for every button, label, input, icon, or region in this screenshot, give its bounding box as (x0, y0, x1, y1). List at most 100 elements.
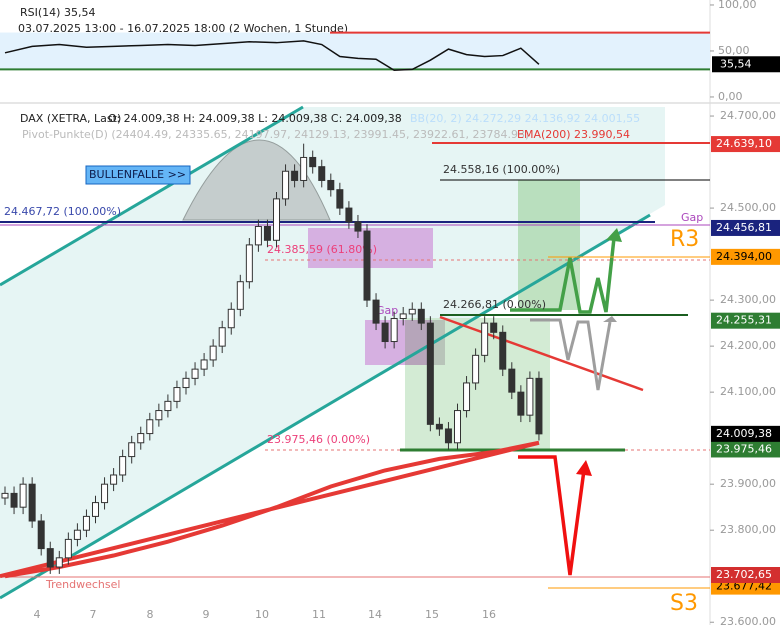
ema-line (0, 440, 540, 579)
y-tick-label: 23.800,00 (720, 523, 776, 536)
fib-label: 24.558,16 (100.00%) (443, 163, 560, 176)
channel-lower (0, 213, 651, 600)
candle-body (173, 387, 181, 402)
candle-body (92, 502, 99, 517)
candle-body (463, 382, 471, 412)
x-tick-label: 7 (90, 608, 97, 621)
candle-body (19, 483, 27, 508)
candle-body (10, 492, 18, 508)
candle-body (254, 225, 262, 246)
y-tick-label: 24.500,00 (720, 201, 776, 214)
candle-body (336, 189, 344, 209)
overlap-zone (405, 320, 445, 365)
candle-body (444, 428, 452, 444)
candle-body (535, 377, 543, 435)
x-tick-label: 9 (203, 608, 210, 621)
target-zone (518, 180, 580, 310)
candle-body (155, 410, 163, 421)
candle-body (164, 400, 172, 412)
arrow-head (576, 460, 592, 476)
candle-body (64, 538, 72, 559)
candle-body (481, 322, 489, 356)
bullenfalle-box (85, 165, 191, 185)
candle-body (110, 474, 118, 485)
drawings (0, 105, 710, 600)
top-arc (182, 139, 331, 221)
y-tick-label: 24.100,00 (720, 385, 776, 398)
price-badge-label: 23.702,65 (716, 568, 772, 581)
candle-body (508, 368, 516, 393)
channel-fill (0, 107, 665, 598)
candle-body (46, 548, 54, 568)
rsi-badge (712, 56, 780, 73)
candle-body (182, 377, 190, 389)
rsi-tick-label: 50,00 (718, 44, 750, 57)
rsi-tick-label: 0,00 (718, 90, 743, 103)
price-badge-label: 23.975,46 (716, 442, 772, 455)
rsi-tick-label: 100,00 (718, 0, 757, 11)
y-tick-label: 23.600,00 (720, 615, 776, 625)
price-badge-label: 24.456,81 (716, 221, 772, 234)
arrow-head (603, 316, 617, 322)
scenario-arrow (510, 237, 616, 314)
rsi-value: 35,54 (64, 6, 96, 19)
candle-body (128, 442, 136, 458)
candle-body (309, 156, 317, 168)
x-tick-label: 8 (147, 608, 154, 621)
s3-label: S3 (670, 591, 698, 616)
candle-body (327, 179, 335, 191)
instrument: DAX (XETRA, Last) (20, 112, 121, 125)
candle-body (472, 354, 480, 384)
rsi-badge-label: 35,54 (720, 57, 752, 70)
candle-body (499, 331, 507, 370)
fib-label: 24.467,72 (100.00%) (4, 205, 121, 218)
trend-label: Trendwechsel (45, 578, 120, 591)
candle-body (1, 492, 9, 499)
candle-body (517, 391, 525, 416)
candle-body (236, 281, 244, 310)
candle-body (28, 483, 36, 522)
ohlc: O: 24.009,38 H: 24.009,38 L: 24.009,38 C… (108, 112, 402, 125)
candle-body (137, 433, 145, 444)
y-tick-label: 24.700,00 (720, 109, 776, 122)
price-badge (711, 312, 780, 329)
fib-label: 23.975,46 (0.00%) (267, 433, 370, 446)
candle-body (435, 423, 443, 430)
x-tick-label: 16 (482, 608, 496, 621)
x-tick-label: 11 (312, 608, 326, 621)
candle-body (381, 322, 389, 343)
price-badge-label: 24.255,31 (716, 314, 772, 327)
candle-body (454, 410, 461, 444)
candle-body (345, 207, 353, 223)
fib-label: 24.266,81 (0.00%) (443, 298, 546, 311)
bullenfalle: BULLENFALLE >> (89, 168, 186, 181)
x-tick-label: 14 (368, 608, 382, 621)
candle-body (101, 483, 109, 504)
rsi-line (4, 40, 540, 72)
price-badge-label: 24.639,10 (716, 137, 772, 150)
candle-body (273, 198, 280, 241)
x-tick-label: 4 (34, 608, 41, 621)
candle-body (526, 377, 534, 416)
candle-body (263, 225, 271, 241)
y-tick-label: 24.300,00 (720, 293, 776, 306)
x-tick-label: 15 (425, 608, 439, 621)
candle-body (282, 170, 290, 200)
candle-body (318, 166, 326, 181)
candle-body (245, 244, 253, 283)
y-tick-label: 23.900,00 (720, 477, 776, 490)
price-badge (711, 567, 780, 584)
candle-body (426, 322, 434, 425)
candle-body (363, 230, 371, 301)
candle-body (372, 299, 380, 324)
price-badge (711, 441, 780, 458)
r3-label: R3 (670, 227, 699, 252)
price-badge-label: 24.394,00 (716, 250, 772, 263)
candle-body (300, 156, 308, 181)
price-badge (711, 425, 780, 442)
candle-body (390, 318, 398, 343)
candle-body (200, 359, 208, 370)
candle-body (417, 308, 425, 324)
